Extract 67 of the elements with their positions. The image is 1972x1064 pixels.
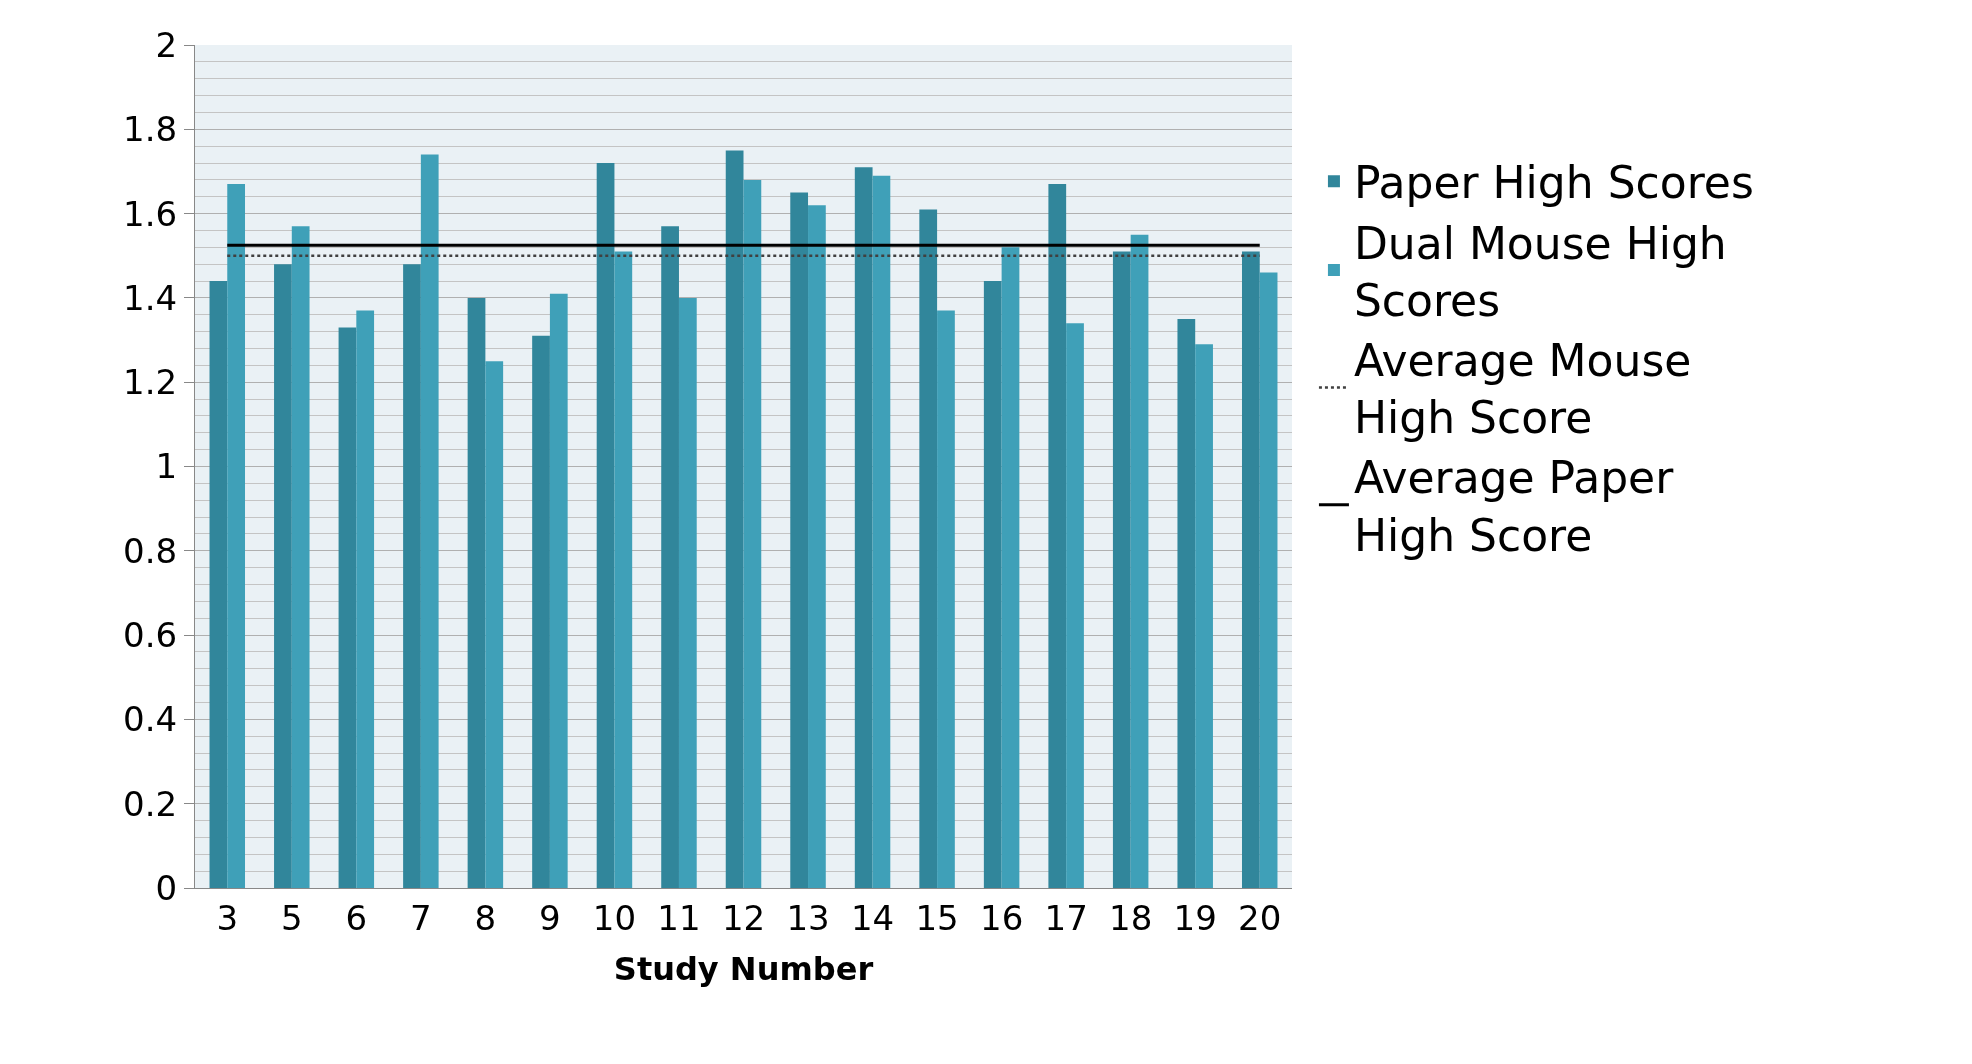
- bar: [485, 361, 504, 888]
- bar: [808, 205, 826, 888]
- y-tick-label: 0.4: [123, 699, 178, 740]
- y-tick-label: 0.2: [123, 783, 178, 824]
- x-tick-label: 3: [216, 897, 239, 938]
- bar: [209, 281, 228, 888]
- y-tick-label: 0: [155, 867, 178, 908]
- x-tick-label: 12: [721, 897, 766, 938]
- x-tick-label: 11: [657, 897, 701, 938]
- bar: [937, 310, 955, 888]
- bar: [291, 226, 310, 888]
- bar: [661, 226, 679, 888]
- x-tick-label: 20: [1238, 897, 1282, 938]
- bar: [403, 264, 421, 888]
- bar: [1259, 272, 1278, 888]
- legend-label: Average Mouse High Score: [1353, 335, 1692, 444]
- bar: [532, 335, 550, 888]
- y-tick-label: 1.6: [123, 193, 178, 234]
- y-tick-label: 1: [155, 446, 178, 487]
- bar: [274, 264, 292, 888]
- x-tick-label: 5: [280, 897, 303, 938]
- bar: [872, 175, 891, 888]
- bar: [338, 327, 357, 888]
- bar: [420, 154, 439, 888]
- x-tick-label: 8: [474, 897, 497, 938]
- x-tick-label: 7: [410, 897, 432, 938]
- y-tick-label: 1.4: [123, 277, 178, 318]
- bar: [790, 192, 809, 888]
- bar: [1195, 344, 1213, 888]
- bar: [983, 281, 1002, 888]
- bar: [596, 163, 615, 888]
- x-tick-label: 14: [850, 897, 895, 938]
- x-tick-label: 19: [1173, 897, 1217, 938]
- x-tick-label: 16: [979, 897, 1024, 938]
- bar: [919, 209, 938, 888]
- legend-label: Dual Mouse High Scores: [1353, 217, 1727, 326]
- x-tick-label: 6: [345, 897, 368, 938]
- x-tick-label: 9: [539, 897, 561, 938]
- bar: [743, 179, 762, 888]
- x-axis-title: Study Number: [613, 949, 874, 988]
- legend-label: Average Paper High Score: [1353, 452, 1675, 561]
- bar: [1066, 323, 1084, 888]
- bar: [356, 310, 375, 888]
- y-tick-label: 0.8: [123, 530, 178, 571]
- bar: [1177, 318, 1196, 888]
- x-tick-label: 18: [1109, 897, 1153, 938]
- bar: [467, 297, 486, 888]
- x-tick-label: 15: [915, 897, 959, 938]
- legend-label: Paper High Scores: [1353, 157, 1754, 209]
- bar: [1001, 247, 1020, 888]
- bar: [614, 251, 633, 888]
- bar: [678, 297, 697, 888]
- bar: [1130, 234, 1149, 888]
- bar: [227, 184, 246, 888]
- bar: [1048, 184, 1067, 888]
- x-tick-label: 17: [1044, 897, 1088, 938]
- bar: [1241, 251, 1260, 888]
- bar: [1112, 251, 1131, 888]
- y-tick-label: 2: [155, 24, 178, 65]
- x-tick-label: 13: [786, 897, 830, 938]
- y-tick-label: 1.2: [123, 362, 178, 403]
- x-tick-label: 10: [592, 897, 637, 938]
- bar: [725, 150, 744, 888]
- bar: [549, 293, 568, 888]
- bar: [854, 167, 873, 888]
- y-tick-label: 1.8: [123, 109, 178, 150]
- y-tick-label: 0.6: [123, 615, 178, 655]
